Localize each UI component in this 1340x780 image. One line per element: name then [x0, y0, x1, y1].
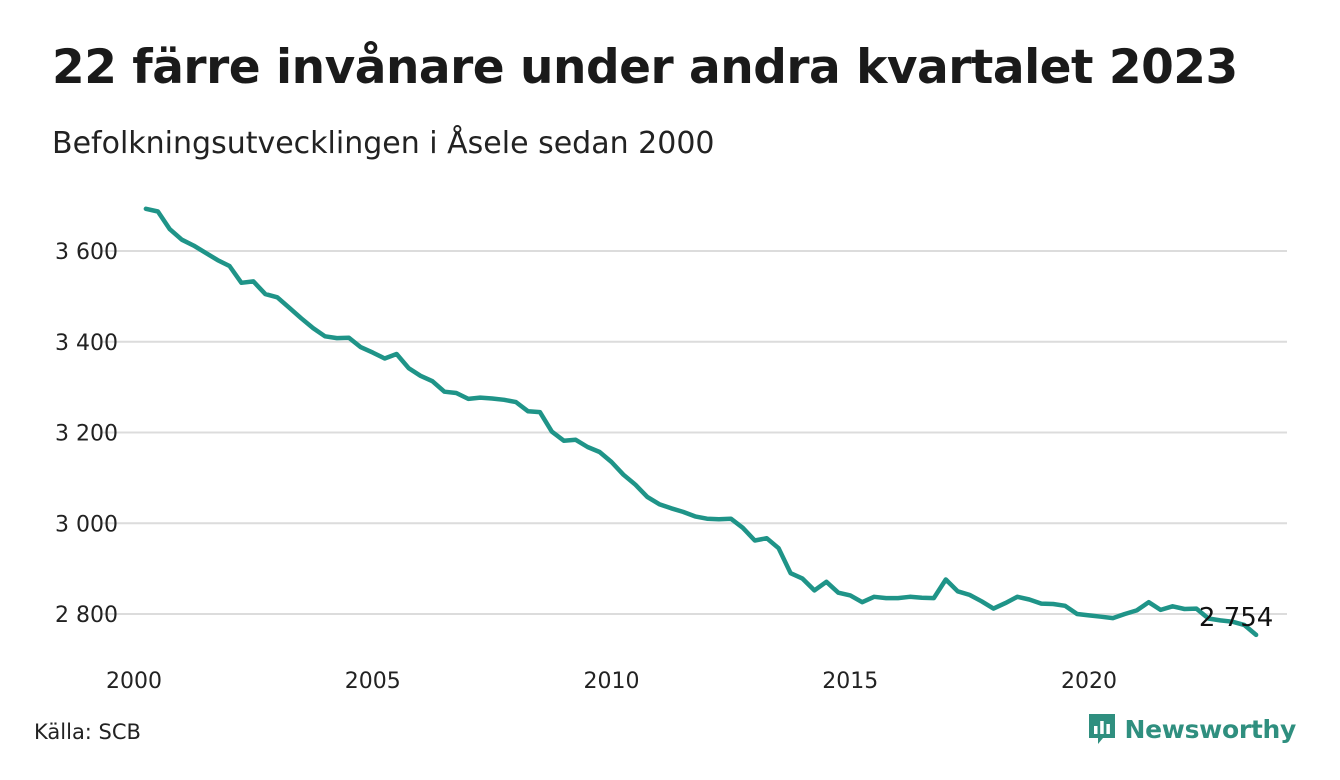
- source-note: Källa: SCB: [34, 720, 141, 744]
- x-tick-label: 2015: [822, 669, 878, 694]
- chart-title: 22 färre invånare under andra kvartalet …: [52, 40, 1238, 95]
- y-tick-label: 3 600: [55, 240, 118, 265]
- newsworthy-logo-icon: [1088, 714, 1115, 744]
- series-line: [143, 206, 1259, 638]
- x-tick-label: 2020: [1061, 669, 1117, 694]
- x-axis-ticks: 2000 2005 2010 2015 2020: [106, 669, 1117, 694]
- y-tick-label: 3 400: [55, 331, 118, 356]
- end-value-label: 2 754: [1199, 603, 1273, 633]
- y-axis-ticks: 2 800 3 000 3 200 3 400 3 600: [55, 240, 118, 628]
- x-tick-label: 2010: [584, 669, 640, 694]
- y-tick-label: 3 200: [55, 422, 118, 447]
- gridlines: [100, 250, 1287, 615]
- brand-logo: Newsworthy: [1087, 712, 1297, 746]
- y-tick-label: 2 800: [55, 603, 118, 628]
- x-tick-label: 2000: [106, 669, 162, 694]
- x-tick-label: 2005: [345, 669, 401, 694]
- brand-name: Newsworthy: [1124, 714, 1297, 744]
- y-tick-label: 3 000: [55, 512, 118, 537]
- chart-subtitle: Befolkningsutvecklingen i Åsele sedan 20…: [52, 126, 715, 161]
